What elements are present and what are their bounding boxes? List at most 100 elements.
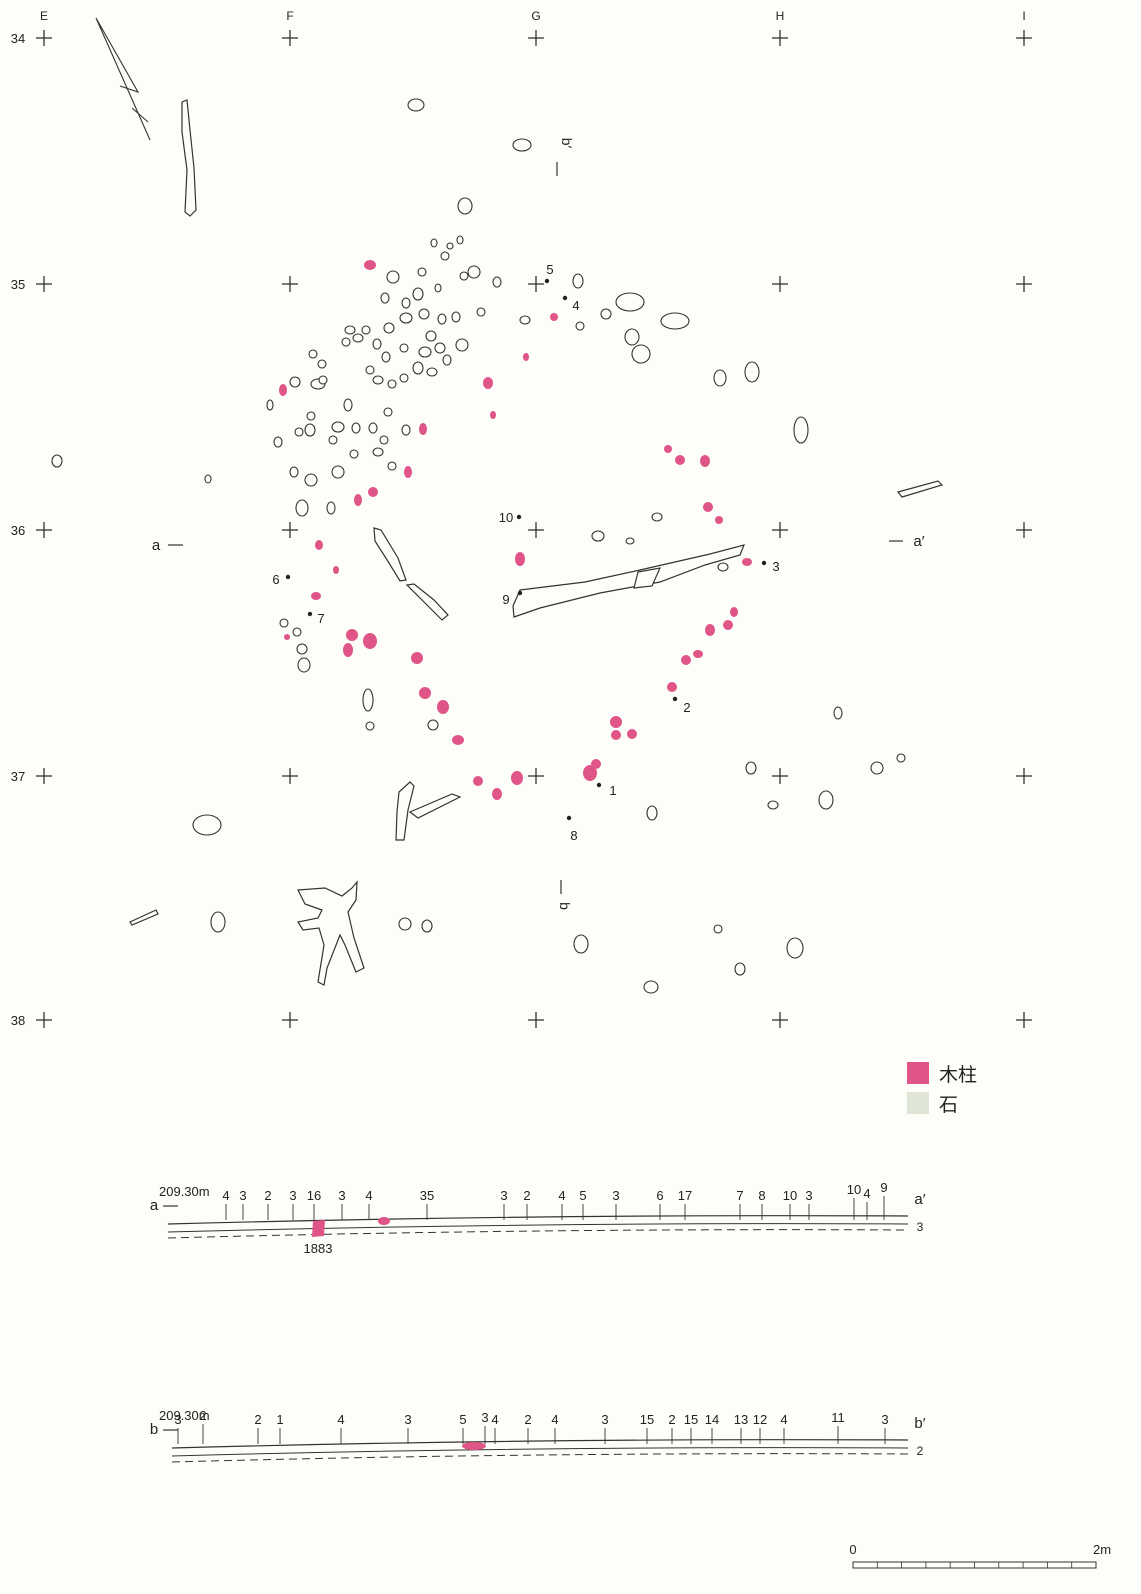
point-dot	[761, 560, 767, 566]
stone	[351, 422, 361, 434]
section-layer-label: 35	[420, 1188, 434, 1203]
wooden-post	[715, 516, 723, 524]
wooden-post	[419, 687, 431, 699]
section-layer-label: 2	[199, 1408, 206, 1423]
section-layer-label: 4	[222, 1188, 229, 1203]
stone	[304, 423, 316, 437]
stone	[457, 197, 473, 215]
stone	[318, 375, 328, 385]
grid-row-label: 37	[11, 769, 25, 784]
point-label: 9	[502, 592, 509, 607]
section-layer-label: 3	[289, 1188, 296, 1203]
grid-cross	[772, 30, 788, 46]
wooden-post	[550, 313, 558, 321]
stone	[446, 242, 454, 250]
stone	[387, 461, 397, 471]
stone	[289, 466, 299, 478]
grid-cross	[36, 522, 52, 538]
legend-swatch-stone	[907, 1092, 929, 1114]
grid-cross	[772, 276, 788, 292]
section-base-line	[171, 1453, 909, 1463]
grid-cross	[282, 522, 298, 538]
section-layer-label: 5	[459, 1412, 466, 1427]
section-elevation: 209.30m	[159, 1408, 210, 1423]
stone	[372, 447, 384, 457]
legend-swatch-post	[907, 1062, 929, 1084]
section-layer-label: 3	[481, 1410, 488, 1425]
section-layer-label: 3	[338, 1188, 345, 1203]
section-layer-label: 13	[734, 1412, 748, 1427]
legend-label-post: 木柱	[939, 1064, 978, 1086]
section-layer-label: 3	[404, 1412, 411, 1427]
section-layer-label: 15	[640, 1412, 654, 1427]
wooden-post	[627, 729, 637, 739]
grid-cross	[772, 522, 788, 538]
wooden-post	[483, 377, 493, 389]
section-layer-label: 4	[365, 1188, 372, 1203]
section-layer-label: 3	[174, 1412, 181, 1427]
stone	[575, 321, 585, 331]
stone	[387, 379, 397, 389]
grid-cross	[1016, 30, 1032, 46]
grid-row-label: 36	[11, 523, 25, 538]
point-dot	[562, 295, 568, 301]
grid-cross	[528, 276, 544, 292]
wooden-post	[452, 735, 464, 745]
wooden-post	[404, 466, 412, 478]
stone	[793, 416, 809, 444]
stone	[421, 919, 433, 933]
section-layer-label: 11	[831, 1410, 845, 1425]
grid-column-label: H	[776, 9, 785, 23]
stone	[418, 346, 432, 358]
stone	[896, 753, 906, 763]
stone	[745, 761, 757, 775]
wooden-post	[364, 260, 376, 270]
section-layer-label: 6	[656, 1188, 663, 1203]
section-marker-b: b	[557, 902, 573, 910]
wooden-post	[368, 487, 378, 497]
stone	[317, 359, 327, 369]
point-label: 1	[609, 783, 616, 798]
stone	[51, 454, 63, 468]
stone	[631, 344, 651, 364]
stone	[210, 911, 226, 933]
wooden-post	[315, 540, 323, 550]
stone	[512, 138, 532, 152]
stone	[380, 292, 390, 304]
section-layer-label: 3	[881, 1412, 888, 1427]
stone	[362, 688, 374, 712]
section-end-layer: 3	[917, 1220, 924, 1234]
stone	[572, 273, 584, 289]
grid-cross	[282, 1012, 298, 1028]
stone	[418, 308, 430, 320]
stone	[651, 512, 663, 522]
stone	[412, 361, 424, 375]
stone	[399, 312, 413, 324]
point-dot	[544, 278, 550, 284]
stone	[440, 251, 450, 261]
section-layer-label: 4	[337, 1412, 344, 1427]
stone	[417, 267, 427, 277]
section-layer-label: 9	[880, 1180, 887, 1195]
grid-cross	[282, 768, 298, 784]
wooden-post	[583, 765, 597, 781]
scale-bar-end: 2m	[1093, 1542, 1111, 1557]
legend-item-post: 木柱	[907, 1058, 977, 1088]
stone	[273, 436, 283, 448]
section-marker-a-prime: a′	[913, 533, 924, 550]
section-layer-label: 14	[705, 1412, 719, 1427]
stone	[767, 800, 779, 810]
section-end-layer: 2	[917, 1444, 924, 1458]
point-label: 2	[683, 700, 690, 715]
section-a-post-feature	[312, 1220, 325, 1237]
section-layer-label: 5	[579, 1188, 586, 1203]
section-layer-label: 2	[524, 1412, 531, 1427]
stone	[296, 643, 308, 655]
grid-cross	[36, 768, 52, 784]
stone	[442, 354, 452, 366]
stone	[349, 449, 359, 459]
stone	[600, 308, 612, 320]
grid-cross	[282, 30, 298, 46]
section-layer-label: 4	[780, 1412, 787, 1427]
